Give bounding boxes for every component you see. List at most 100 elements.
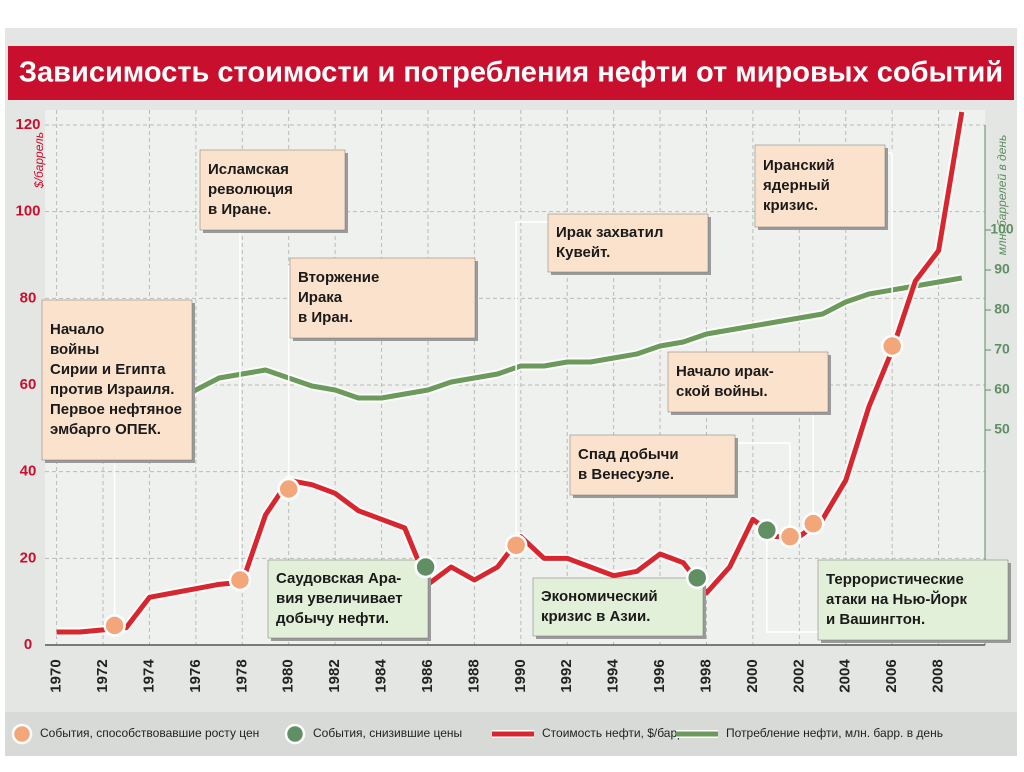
- event-marker: [414, 555, 437, 579]
- event-text: Вторжение: [298, 269, 379, 286]
- legend-label: Стоимость нефти, $/барр.: [542, 726, 687, 740]
- event-text: Ирака: [298, 289, 343, 306]
- event-text: Начало ирак-: [676, 363, 774, 380]
- x-tick-label: 1974: [140, 659, 157, 693]
- event-marker: [277, 477, 300, 501]
- y-tick-label: 80: [20, 289, 37, 306]
- event-marker: [880, 334, 904, 358]
- legend-label: События, способствовавшие росту цен: [40, 726, 259, 740]
- event-marker: [504, 534, 528, 557]
- x-tick-label: 1984: [373, 659, 390, 693]
- event-text: Спад добычи: [578, 446, 679, 463]
- legend-label: Потребление нефти, млн. барр. в день: [726, 726, 943, 740]
- event-connector: [766, 530, 818, 633]
- event-text: вия увеличивает: [276, 590, 403, 607]
- x-tick-label: 1978: [233, 659, 250, 692]
- x-tick-label: 2000: [744, 659, 761, 692]
- event-marker: [801, 512, 825, 535]
- x-tick-label: 1994: [605, 659, 622, 693]
- event-marker: [755, 518, 779, 542]
- event-text: эмбарго ОПЕК.: [50, 421, 161, 438]
- y2-tick-label: 50: [994, 421, 1010, 437]
- legend-label: События, снизившие цены: [313, 726, 462, 740]
- x-tick-label: 1988: [465, 659, 482, 692]
- event-box: [569, 434, 736, 496]
- y-tick-label: 120: [15, 116, 40, 133]
- event-text: кризис.: [763, 197, 818, 214]
- event-text: революция: [208, 181, 293, 198]
- event-connector: [515, 221, 548, 546]
- event-text: атаки на Нью-Йорк: [826, 590, 967, 608]
- event-text: Террористические: [826, 571, 964, 588]
- event-marker: [228, 568, 252, 592]
- x-tick-label: 1972: [94, 659, 111, 692]
- event-box: [817, 559, 1009, 641]
- event-box: [532, 577, 704, 637]
- y2-axis-label: млн. баррелей в день: [995, 135, 1009, 256]
- event-text: Кувейт.: [556, 244, 610, 261]
- legend-marker: [11, 723, 33, 745]
- y-tick-label: 60: [20, 376, 37, 393]
- event-text: Исламская: [208, 161, 289, 178]
- event-text: Экономический: [541, 588, 658, 605]
- event-text: в Иране.: [208, 201, 271, 218]
- event-connector: [287, 265, 290, 489]
- event-box: [199, 149, 346, 231]
- event-text: кризис в Азии.: [541, 608, 650, 625]
- y2-tick-label: 100: [990, 221, 1014, 237]
- event-text: добычу нефти.: [276, 610, 389, 627]
- event-marker: [778, 525, 802, 548]
- y2-tick-label: 60: [994, 381, 1010, 397]
- event-text: войны: [50, 341, 99, 358]
- x-tick-label: 1996: [651, 659, 668, 692]
- event-connector: [735, 442, 791, 537]
- event-text: в Иран.: [298, 309, 353, 326]
- chart-title: Зависимость стоимости и потребления нефт…: [19, 57, 1003, 89]
- legend-marker: [284, 723, 306, 745]
- y2-tick-label: 70: [994, 341, 1010, 357]
- event-text: Саудовская Ара-: [276, 570, 401, 587]
- x-tick-label: 2002: [790, 659, 807, 692]
- x-tick-label: 1976: [187, 659, 204, 692]
- y-tick-label: 100: [15, 203, 40, 220]
- series-line: [171, 275, 963, 409]
- event-text: Иранский: [763, 157, 835, 174]
- event-box: [667, 351, 829, 413]
- y-tick-label: 40: [20, 463, 37, 480]
- event-text: в Венесуэле.: [578, 466, 674, 483]
- event-text: ской войны.: [676, 383, 768, 400]
- event-text: против Израиля.: [50, 381, 174, 398]
- title-bar: [8, 46, 1014, 100]
- x-tick-label: 2004: [837, 659, 854, 693]
- x-tick-label: 1986: [419, 659, 436, 692]
- x-tick-label: 1970: [48, 659, 65, 692]
- event-box: [289, 257, 476, 339]
- event-text: Ирак захватил: [556, 224, 663, 241]
- event-box: [754, 144, 886, 228]
- x-tick-label: 2008: [930, 659, 947, 692]
- event-text: и Вашингтон.: [826, 611, 925, 628]
- events: Начало войны Сирии и Египта против Израиля.…: [41, 144, 1011, 643]
- y2-tick-label: 90: [994, 261, 1010, 277]
- y-tick-label: 0: [24, 636, 32, 653]
- event-text: Сирии и Египта: [50, 361, 166, 378]
- event-box: [267, 559, 429, 639]
- x-tick-label: 1980: [280, 659, 297, 692]
- event-marker: [685, 566, 709, 590]
- x-tick-label: 2006: [883, 659, 900, 692]
- event-box: [547, 213, 709, 273]
- event-text: Первое нефтяное: [50, 401, 182, 418]
- x-tick-label: 1992: [558, 659, 575, 692]
- event-marker: [103, 614, 126, 637]
- x-tick-label: 1982: [326, 659, 343, 692]
- x-tick-label: 1998: [697, 659, 714, 692]
- y2-tick-label: 80: [994, 301, 1010, 317]
- event-box: [41, 299, 193, 461]
- x-tick-label: 1990: [512, 659, 529, 692]
- y-axis-label: $/баррель: [32, 132, 46, 189]
- y-tick-label: 20: [20, 549, 37, 566]
- event-text: Начало: [50, 321, 104, 338]
- event-text: ядерный: [763, 177, 830, 194]
